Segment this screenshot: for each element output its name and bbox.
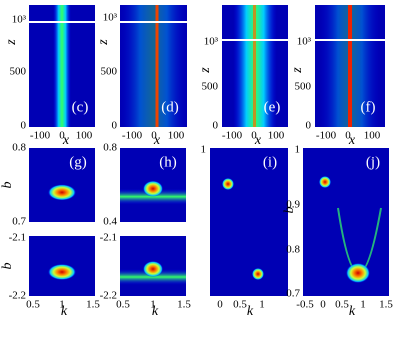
y-tick-label: 0.7	[12, 216, 26, 228]
y-tick-label: -2.2	[9, 290, 26, 302]
x-tick-label: -0.5	[296, 299, 314, 311]
x-tick-label: 1.5	[177, 299, 191, 311]
spot	[222, 178, 234, 190]
y-axis-label: b	[0, 182, 15, 189]
y-axis-label: z	[198, 67, 213, 74]
x-axis-label: k	[152, 304, 159, 319]
x-tick-label: 1	[59, 299, 65, 311]
y-tick-label: 1	[295, 144, 301, 156]
y-tick-label: 0	[213, 120, 219, 132]
panel-label: (c)	[72, 99, 89, 115]
panel-label: (j)	[366, 154, 380, 170]
x-tick-label: 100	[168, 130, 185, 142]
x-tick-label: -100	[122, 130, 143, 142]
y-tick-label: 0.9	[286, 199, 300, 211]
x-tick-label: -100	[222, 130, 243, 142]
y-tick-label: 500	[295, 81, 312, 93]
panel-label: (d)	[161, 99, 179, 115]
x-tick-label: -100	[316, 130, 337, 142]
x-axis-label: x	[348, 133, 356, 148]
x-axis-label: k	[247, 304, 254, 319]
x-axis-label: x	[62, 133, 70, 148]
y-axis-label: z	[4, 39, 19, 46]
y-tick-label: -2.2	[100, 290, 117, 302]
x-tick-label: 1.5	[86, 299, 100, 311]
x-tick-label: 1.5	[379, 299, 393, 311]
spot	[48, 264, 76, 280]
heatmap	[210, 148, 288, 296]
x-tick-label: 0	[251, 130, 257, 142]
y-axis-label: b	[0, 263, 15, 270]
y-tick-label: 0	[306, 120, 312, 132]
y-tick-label: 0.8	[12, 142, 26, 154]
spot	[346, 263, 370, 283]
x-tick-label: 0	[151, 130, 157, 142]
y-axis-label: z	[96, 39, 111, 46]
panel-label: (e)	[264, 99, 281, 115]
y-tick-label: 0.4	[103, 216, 117, 228]
panel-label: (h)	[159, 154, 177, 170]
x-tick-label: 0.5	[233, 299, 247, 311]
y-axis-label: z	[290, 67, 305, 74]
x-axis-label: x	[153, 133, 161, 148]
beam	[53, 5, 71, 127]
core	[253, 5, 256, 127]
y-tick-label: 500	[202, 81, 219, 93]
y-tick-label: 10³	[103, 12, 118, 24]
y-tick-label: 10³	[12, 14, 27, 26]
spot	[48, 184, 76, 201]
x-tick-label: 100	[76, 130, 93, 142]
x-tick-label: 0.5	[335, 299, 349, 311]
x-axis-label: k	[61, 304, 68, 319]
x-tick-label: -100	[30, 130, 51, 142]
beam	[120, 5, 187, 127]
core	[155, 5, 159, 127]
x-tick-label: 100	[268, 130, 285, 142]
y-tick-label: -2.1	[9, 232, 26, 244]
y-tick-label: 10³	[204, 36, 219, 48]
y-tick-label: 1	[201, 144, 207, 156]
x-tick-label: 1	[150, 299, 156, 311]
panel-label: (i)	[263, 154, 277, 170]
x-axis-label: k	[349, 304, 356, 319]
panel-label: (g)	[69, 154, 87, 170]
y-tick-label: 0	[21, 120, 27, 132]
y-tick-label: 500	[10, 66, 27, 78]
x-tick-label: 0	[59, 130, 65, 142]
x-axis-label: x	[254, 133, 262, 148]
x-tick-label: 0.5	[116, 299, 130, 311]
y-tick-label: 500	[101, 66, 118, 78]
x-tick-label: 0	[217, 299, 223, 311]
y-axis-label: b	[282, 207, 297, 214]
spot	[319, 176, 331, 188]
x-tick-label: 0	[345, 130, 351, 142]
y-tick-label: 0.7	[286, 288, 300, 300]
y-tick-label: 0	[112, 120, 118, 132]
y-tick-label: 0.8	[286, 244, 300, 256]
core	[348, 5, 352, 127]
x-tick-label: 0	[320, 299, 326, 311]
heatmap	[303, 148, 389, 296]
y-tick-label: 10³	[297, 36, 312, 48]
spot	[143, 261, 163, 277]
y-tick-label: -2.1	[100, 232, 117, 244]
x-tick-label: 1	[259, 299, 265, 311]
x-tick-label: 0.5	[26, 299, 40, 311]
panel-label: (f)	[361, 99, 376, 115]
x-tick-label: 100	[364, 130, 381, 142]
spot	[143, 180, 163, 197]
spot	[252, 268, 264, 280]
x-tick-label: 1	[360, 299, 366, 311]
y-tick-label: 0.8	[103, 142, 117, 154]
